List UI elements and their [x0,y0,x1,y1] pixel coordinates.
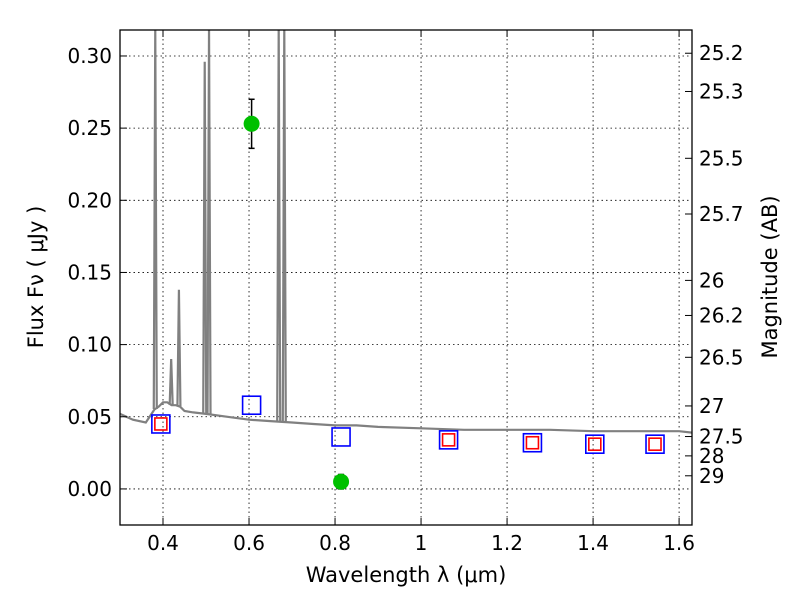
x-axis-label: Wavelength λ (μm) [306,563,507,587]
model-point-red [648,437,662,451]
magnitude-tick-label: 25.3 [699,79,744,103]
tick-layer: 0.4 0.6 0.8 1 1.2 1.4 1.6 0.00 0.05 0.10 0.15 0.20 0… [67,30,744,555]
magnitude-tick-label: 26.2 [699,303,744,327]
y-tick-label: 0.25 [67,116,112,140]
magnitude-tick-label: 26.5 [699,345,744,369]
magnitude-tick-label: 25.5 [699,146,744,170]
observed-point [333,473,350,490]
model-point-blue [585,434,605,454]
emission-line-spike [168,359,174,405]
model-point-blue [241,395,262,416]
magnitude-tick-label: 25.2 [699,41,744,65]
plot-clipped-group [120,30,692,434]
x-tick-label: 1 [415,531,428,555]
plot-frame [119,29,693,526]
emission-line-spike [276,30,282,422]
x-tick-label: 1.4 [577,531,609,555]
sed-continuum-line [120,401,692,434]
x-tick-label: 1.2 [491,531,523,555]
model-point-red [154,417,168,431]
y-tick-label: 0.30 [67,44,112,68]
model-point-blue [522,432,543,453]
model-point-red [441,433,456,447]
x-tick-label: 0.6 [233,531,265,555]
y-axis-label: Flux Fν ( μJy ) [24,206,48,349]
emission-line-spike [202,61,208,414]
x-tick-label: 0.8 [319,531,351,555]
model-point-blue [645,434,665,454]
y-tick-label: 0.00 [67,477,112,501]
model-point-red [588,437,602,451]
observed-point [243,115,260,132]
magnitude-tick-label: 26 [699,268,724,292]
magnitude-tick-label: 27 [699,394,724,418]
magnitude-tick-label: 29 [699,464,724,488]
magnitude-tick-label: 25.7 [699,202,744,226]
model-point-blue [151,414,171,434]
emission-line-spike [152,30,158,409]
y-tick-label: 0.20 [67,188,112,212]
x-tick-label: 1.6 [663,531,695,555]
y-tick-label: 0.05 [67,405,112,429]
emission-line-spike [206,30,212,415]
emission-line-spike [176,289,182,407]
model-point-blue [331,427,351,447]
grid-layer [120,30,692,525]
magnitude-axis-label: Magnitude (AB) [758,195,782,358]
x-tick-label: 0.4 [147,531,179,555]
y-tick-label: 0.15 [67,260,112,284]
model-point-blue [438,430,459,450]
emission-line-spike [281,30,287,423]
model-point-red [525,435,540,450]
magnitude-tick-label: 28 [699,444,724,468]
plot-layer [120,30,692,490]
magnitude-tick-label: 27.5 [699,425,744,449]
y-tick-label: 0.10 [67,333,112,357]
